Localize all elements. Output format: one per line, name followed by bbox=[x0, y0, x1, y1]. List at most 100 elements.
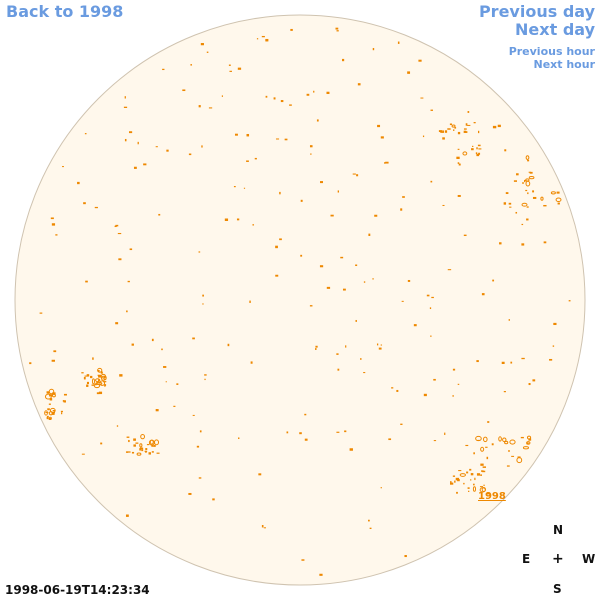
solar-feature bbox=[326, 91, 330, 95]
solar-feature bbox=[204, 374, 207, 376]
solar-feature bbox=[95, 381, 103, 386]
solar-feature bbox=[355, 319, 357, 322]
solar-feature bbox=[483, 484, 485, 486]
solar-feature bbox=[445, 130, 448, 133]
solar-feature bbox=[465, 123, 468, 126]
solar-feature bbox=[83, 376, 86, 380]
solar-feature bbox=[85, 280, 88, 283]
solar-feature bbox=[504, 149, 507, 152]
solar-feature bbox=[63, 393, 67, 396]
solar-feature bbox=[474, 477, 476, 481]
solar-feature bbox=[316, 119, 319, 122]
solar-feature bbox=[151, 451, 154, 453]
solar-feature bbox=[492, 279, 495, 282]
solar-feature bbox=[100, 371, 103, 374]
solar-feature bbox=[422, 135, 425, 138]
solar-feature bbox=[352, 173, 356, 175]
solar-feature bbox=[188, 492, 192, 495]
solar-feature bbox=[543, 204, 547, 207]
solar-feature bbox=[337, 190, 340, 193]
solar-feature bbox=[148, 452, 152, 455]
solar-feature bbox=[522, 182, 524, 184]
solar-feature bbox=[525, 180, 531, 187]
solar-feature bbox=[151, 338, 154, 342]
solar-feature bbox=[204, 378, 206, 381]
solar-feature bbox=[368, 233, 371, 236]
solar-feature bbox=[355, 264, 358, 267]
solar-feature bbox=[97, 370, 100, 372]
solar-feature bbox=[94, 206, 98, 209]
solar-feature bbox=[342, 58, 345, 62]
solar-feature bbox=[476, 473, 481, 476]
solar-feature bbox=[48, 416, 52, 420]
previous-day-link[interactable]: Previous day bbox=[478, 2, 595, 21]
solar-feature bbox=[301, 559, 305, 561]
solar-feature bbox=[397, 41, 400, 44]
solar-feature bbox=[221, 95, 224, 97]
solar-feature bbox=[84, 375, 88, 377]
solar-feature bbox=[103, 375, 107, 381]
solar-feature bbox=[477, 144, 481, 147]
solar-feature bbox=[479, 486, 484, 488]
solar-feature bbox=[315, 345, 318, 348]
solar-feature bbox=[158, 213, 161, 216]
solar-feature bbox=[125, 451, 129, 453]
solar-feature bbox=[60, 412, 63, 415]
solar-feature bbox=[473, 483, 475, 486]
solar-feature bbox=[528, 382, 531, 386]
solar-feature bbox=[52, 409, 56, 412]
solar-feature bbox=[462, 151, 468, 156]
solar-disk bbox=[14, 14, 586, 586]
solar-feature bbox=[521, 223, 524, 226]
solar-feature bbox=[290, 28, 293, 31]
solar-feature bbox=[516, 173, 519, 176]
solar-feature bbox=[196, 445, 200, 448]
solar-feature bbox=[407, 71, 411, 74]
solar-feature bbox=[44, 393, 52, 400]
solar-feature bbox=[263, 527, 266, 529]
next-day-link[interactable]: Next day bbox=[515, 20, 595, 39]
compass-east: E bbox=[522, 552, 531, 566]
solar-feature bbox=[433, 378, 436, 381]
solar-feature bbox=[254, 157, 257, 160]
solar-feature bbox=[115, 224, 119, 227]
back-to-year-link[interactable]: Back to 1998 bbox=[6, 2, 124, 21]
solar-feature bbox=[506, 465, 510, 467]
solar-feature bbox=[84, 133, 87, 135]
solar-feature bbox=[482, 470, 486, 473]
solar-feature bbox=[124, 138, 127, 142]
solar-feature bbox=[459, 473, 466, 477]
solar-feature bbox=[83, 202, 86, 205]
solar-feature bbox=[430, 109, 433, 111]
solar-feature bbox=[280, 100, 284, 103]
solar-feature bbox=[273, 97, 276, 100]
solar-feature bbox=[481, 293, 485, 296]
solar-feature bbox=[265, 95, 268, 98]
solar-feature bbox=[452, 129, 455, 131]
solar-feature bbox=[299, 432, 302, 435]
solar-feature bbox=[426, 294, 430, 297]
solar-feature bbox=[126, 436, 130, 438]
solar-feature bbox=[463, 130, 467, 133]
solar-feature bbox=[135, 442, 139, 444]
solar-feature bbox=[49, 394, 53, 397]
previous-hour-link[interactable]: Previous hour bbox=[508, 45, 595, 58]
solar-feature bbox=[95, 378, 101, 383]
solar-feature bbox=[330, 214, 334, 217]
solar-feature bbox=[475, 152, 478, 155]
next-hour-link[interactable]: Next hour bbox=[533, 58, 596, 71]
solar-feature bbox=[491, 443, 494, 446]
solar-feature bbox=[63, 400, 66, 403]
solar-feature bbox=[526, 218, 529, 221]
solar-feature bbox=[233, 185, 236, 188]
solar-feature bbox=[520, 436, 524, 439]
solar-feature bbox=[549, 358, 553, 361]
solar-feature bbox=[275, 274, 279, 277]
solar-feature bbox=[532, 379, 536, 382]
solar-feature bbox=[313, 90, 315, 93]
solar-feature bbox=[470, 479, 472, 481]
solar-feature bbox=[444, 432, 446, 435]
year-link[interactable]: 1998 bbox=[478, 491, 506, 502]
solar-feature bbox=[503, 391, 506, 393]
solar-feature bbox=[521, 202, 528, 207]
